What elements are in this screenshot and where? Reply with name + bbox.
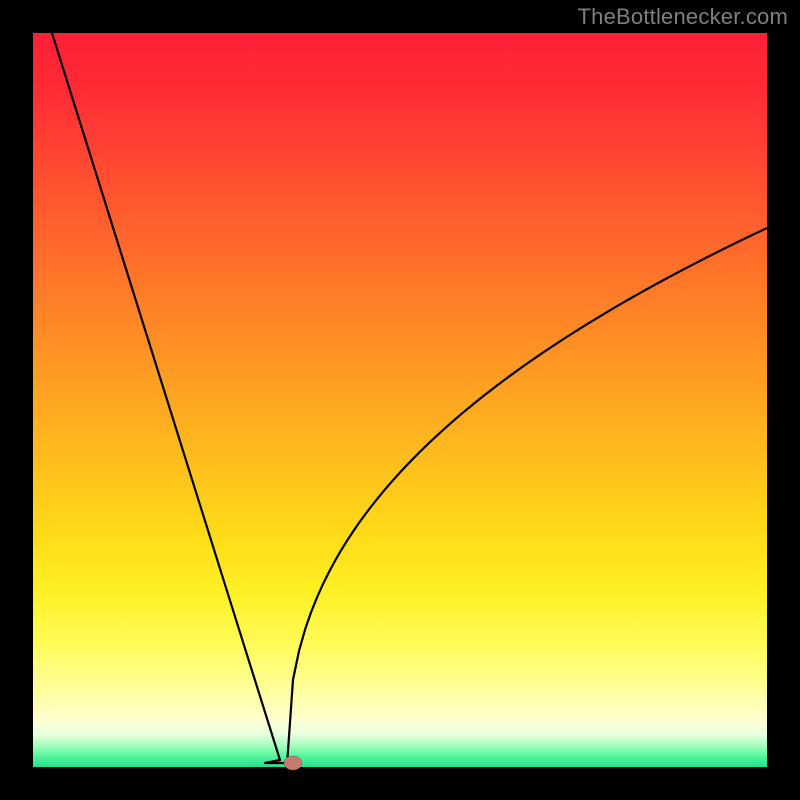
optimal-point-marker [284,756,302,770]
bottleneck-chart [0,0,800,800]
plot-background-gradient [33,33,767,767]
watermark-text: TheBottlenecker.com [578,4,788,30]
chart-root: TheBottlenecker.com [0,0,800,800]
